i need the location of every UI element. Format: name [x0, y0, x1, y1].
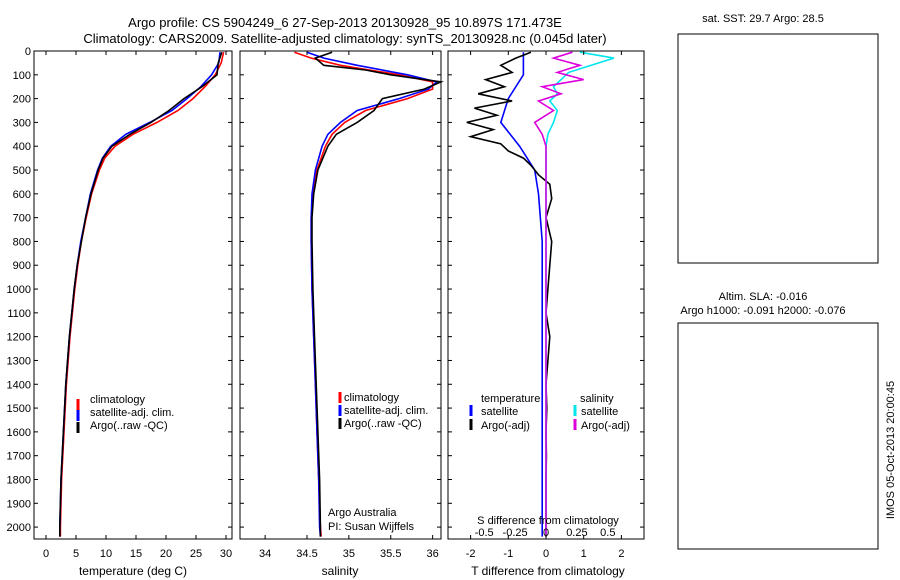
profile-title: Argo profile: CS 5904249_6 27-Sep-2013 2…	[128, 15, 562, 30]
temperature-panel: 0 5 10 15 20 25 300100200300400500600700800900…	[7, 46, 233, 578]
x-tick-label-0-0: 0	[43, 548, 49, 560]
s-diff-label: S difference from climatology	[477, 515, 619, 527]
series-line-1-1	[306, 51, 439, 537]
x-tick-label-1-4: 36	[427, 548, 439, 560]
y-tick-label-5: 500	[13, 165, 31, 177]
difference-legend: temperature satellite Argo(-adj) salinit…	[469, 393, 630, 432]
y-tick-label-12: 1200	[7, 332, 31, 344]
y-tick-label-11: 1100	[7, 308, 31, 320]
credit-org: Argo Australia	[328, 507, 397, 519]
x-tick-label-1-1: 34.5	[296, 548, 317, 560]
y-tick-label-20: 2000	[7, 522, 31, 534]
legend-s-argo: Argo(-adj)	[581, 420, 630, 432]
legend-t-satellite: satellite	[481, 406, 518, 418]
legend-climatology: climatology	[90, 394, 146, 406]
y-tick-label-7: 700	[13, 213, 31, 225]
x-tick-label-0-5: 25	[190, 548, 202, 560]
y-tick-label-15: 1500	[7, 403, 31, 415]
y-tick-label-19: 1900	[7, 498, 31, 510]
x-tick-label-0-4: 20	[160, 548, 172, 560]
y-tick-label-4: 400	[13, 141, 31, 153]
y-tick-label-2: 200	[13, 94, 31, 106]
legend-title-salinity: salinity	[580, 393, 614, 405]
y-tick-label-9: 900	[13, 260, 31, 272]
x-tick-label-1-3: 35.5	[380, 548, 401, 560]
y-tick-label-14: 1400	[7, 379, 31, 391]
t-diff-xlabel: T difference from climatology	[471, 564, 625, 578]
temperature-legend: climatology satellite-adj. clim. Argo(..…	[76, 394, 174, 433]
x-tick-label-1-2: 35	[343, 548, 355, 560]
legend-t-argo: Argo(-adj)	[481, 420, 530, 432]
temperature-xlabel: temperature (deg C)	[79, 564, 187, 578]
legend-argo-raw: Argo(..raw -QC)	[90, 420, 168, 432]
y-tick-label-17: 1700	[7, 451, 31, 463]
series-line-2-3	[533, 51, 584, 537]
salinity-panel: 34 34.5 35 35.5 36 salinity climatology sate…	[239, 50, 444, 578]
salinity-legend: climatology satellite-adj. clim. Argo(..…	[338, 392, 428, 430]
x2-tick-label-3: 0.25	[566, 527, 587, 539]
x-tick-label-2-1: -1	[503, 548, 513, 560]
sst-map-panel: sat. SST: 29.7 Argo: 28.5	[677, 13, 879, 264]
series-line-0-2	[58, 51, 223, 537]
x2-tick-label-4: 0.5	[600, 527, 615, 539]
credit-pi: PI: Susan Wijffels	[328, 521, 414, 533]
x-tick-label-0-2: 10	[100, 548, 112, 560]
legend-argo-raw-s: Argo(..raw -QC)	[344, 418, 422, 430]
y-tick-label-1: 100	[13, 70, 31, 82]
legend-s-satellite: satellite	[581, 406, 618, 418]
x-tick-label-2-0: -2	[466, 548, 476, 560]
y-tick-label-18: 1800	[7, 474, 31, 486]
x2-tick-label-2: 0	[543, 527, 549, 539]
series-line-1-2	[311, 51, 444, 537]
x-tick-label-2-4: 2	[618, 548, 624, 560]
x2-tick-label-0: -0.5	[475, 527, 494, 539]
sst-map-title: sat. SST: 29.7 Argo: 28.5	[702, 13, 824, 25]
difference-panel: -2 -1 0 1 2 -0.5 -0.25 0 0.25 0.5 S difference fr…	[447, 50, 645, 578]
y-tick-label-0: 0	[25, 46, 31, 58]
y-tick-label-8: 800	[13, 236, 31, 248]
legend-satellite-adj-s: satellite-adj. clim.	[344, 405, 428, 417]
sla-map-panel: Altim. SLA: -0.016 Argo h1000: -0.091 h2…	[677, 291, 879, 550]
imos-timestamp: IMOS 05-Oct-2013 20:00:45	[885, 381, 897, 519]
y-tick-label-10: 1000	[7, 284, 31, 296]
legend-climatology-s: climatology	[344, 392, 400, 404]
x-tick-label-2-2: 0	[543, 548, 549, 560]
x-tick-label-1-0: 34	[259, 548, 271, 560]
legend-satellite-adj: satellite-adj. clim.	[90, 407, 174, 419]
y-tick-label-3: 300	[13, 117, 31, 129]
legend-title-temperature: temperature	[481, 393, 540, 405]
x-tick-label-0-6: 30	[220, 548, 232, 560]
x-tick-label-2-3: 1	[581, 548, 587, 560]
y-tick-label-13: 1300	[7, 355, 31, 367]
x2-tick-label-1: -0.25	[503, 527, 528, 539]
series-line-2-0	[499, 52, 544, 537]
sla-map-subtitle: Argo h1000: -0.091 h2000: -0.076	[680, 305, 845, 317]
climatology-subtitle: Climatology: CARS2009. Satellite-adjuste…	[83, 31, 606, 46]
x-tick-label-0-3: 15	[130, 548, 142, 560]
sla-map-title: Altim. SLA: -0.016	[719, 291, 808, 303]
salinity-xlabel: salinity	[322, 564, 359, 578]
y-tick-label-16: 1600	[7, 427, 31, 439]
x-tick-label-0-1: 5	[73, 548, 79, 560]
y-tick-label-6: 600	[13, 189, 31, 201]
